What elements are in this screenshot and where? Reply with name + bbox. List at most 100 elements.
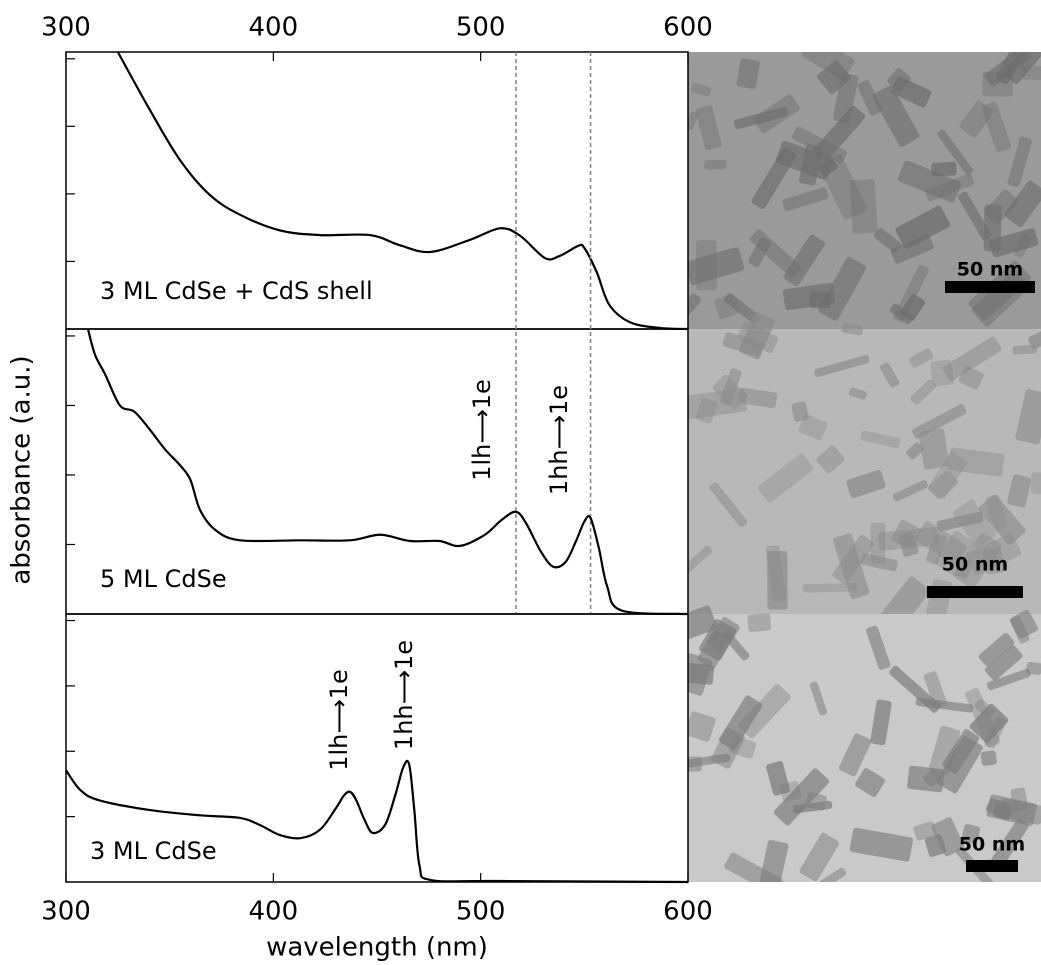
tem-particle — [954, 557, 973, 580]
tem-particle — [983, 547, 1004, 575]
tem-particle — [724, 852, 783, 882]
tem-particle — [1009, 609, 1038, 639]
sample-label: 3 ML CdSe — [90, 837, 217, 865]
tem-particle — [1004, 180, 1041, 227]
tem-particle — [978, 632, 1015, 666]
scale-bar — [927, 586, 1023, 598]
tem-particle — [860, 430, 901, 448]
tem-image — [688, 311, 1041, 639]
sample-label: 3 ML CdSe + CdS shell — [100, 277, 373, 305]
x-tick-label: 500 — [456, 897, 506, 927]
tem-particle — [958, 365, 984, 390]
scale-bar-label: 50 nm — [942, 554, 1008, 576]
tem-particle — [913, 821, 937, 841]
peak-annotation: 1lh⟶1e — [325, 669, 353, 771]
tem-particle — [993, 800, 1011, 819]
tem-particle — [887, 68, 911, 92]
tem-particle — [798, 414, 828, 441]
tem-particle — [818, 158, 838, 177]
peak-annotation: 1hh⟶1e — [545, 385, 573, 495]
tem-particle — [989, 228, 1039, 258]
tem-particle — [926, 533, 947, 565]
tem-particle — [928, 725, 961, 776]
tem-particle — [914, 520, 967, 565]
tem-particle — [753, 94, 800, 134]
tem-particle — [890, 234, 934, 264]
tem-particle — [773, 768, 830, 826]
tem-particle — [981, 101, 1012, 153]
tem-particle — [865, 625, 891, 670]
tem-particle — [931, 161, 957, 177]
tem-particle — [937, 129, 974, 175]
tem-particle — [957, 191, 992, 241]
tem-particle — [969, 703, 1009, 743]
tem-particle — [983, 204, 1002, 252]
tem-particle — [846, 469, 886, 499]
tem-particle — [892, 480, 928, 502]
tem-particle — [819, 867, 847, 882]
tem-particle — [931, 817, 965, 857]
spectrum-line — [116, 51, 689, 331]
tem-particle — [736, 58, 760, 89]
tem-particle — [848, 387, 867, 400]
tem-particle — [709, 482, 748, 528]
tem-particle — [961, 824, 981, 844]
tem-particle — [691, 83, 711, 97]
tem-particle — [818, 154, 867, 220]
tem-particle — [1014, 233, 1031, 258]
tem-particle — [893, 264, 929, 323]
tem-particle — [767, 550, 788, 610]
tem-particle — [928, 470, 959, 500]
tem-particle — [798, 144, 823, 186]
tem-particle — [974, 698, 995, 719]
tem-particle — [699, 619, 737, 661]
tem-particle — [897, 160, 962, 203]
x-tick-label: 600 — [663, 13, 713, 43]
tem-particle — [1007, 474, 1032, 508]
x-tick-label: 400 — [249, 897, 299, 927]
tem-particle — [718, 695, 763, 750]
tem-particle — [1015, 389, 1041, 445]
tem-particle — [809, 681, 828, 716]
tem-particle — [942, 336, 1002, 382]
tem-particle — [688, 605, 718, 645]
tem-particle — [912, 404, 967, 439]
tem-particle — [991, 818, 1029, 868]
x-tick-label: 500 — [456, 13, 506, 43]
sample-label: 5 ML CdSe — [100, 565, 227, 593]
tem-particle — [695, 397, 718, 424]
tem-particle — [738, 684, 791, 739]
x-tick-label: 300 — [41, 13, 91, 43]
scale-bar-label: 50 nm — [959, 834, 1025, 856]
spectrum-line — [65, 759, 689, 884]
tem-particle — [1007, 136, 1032, 188]
tem-particle — [898, 531, 919, 557]
x-tick-label: 300 — [41, 897, 91, 927]
tem-particle — [889, 665, 941, 713]
tem-particle — [870, 699, 892, 746]
tem-particle — [910, 379, 937, 405]
tem-particle — [947, 447, 1005, 477]
scale-bar — [966, 860, 1018, 872]
tem-particle — [814, 355, 870, 378]
tem-particle — [906, 442, 924, 460]
tem-particle — [984, 716, 1007, 749]
spectrum-line — [86, 328, 689, 616]
tem-particle — [723, 293, 760, 324]
tem-particle — [1026, 661, 1041, 675]
tem-image — [688, 52, 1041, 329]
plot-frame — [65, 613, 689, 883]
tem-particle — [924, 834, 947, 857]
tem-particle — [942, 729, 980, 774]
tem-particle — [688, 653, 713, 696]
tem-particle — [934, 530, 974, 575]
tem-image — [688, 605, 1041, 882]
tem-particle — [860, 553, 898, 572]
tem-particle — [799, 832, 840, 882]
tem-particle — [870, 522, 886, 564]
tem-particle — [891, 519, 922, 550]
tem-particle — [802, 583, 858, 593]
tem-particle — [986, 668, 1031, 691]
